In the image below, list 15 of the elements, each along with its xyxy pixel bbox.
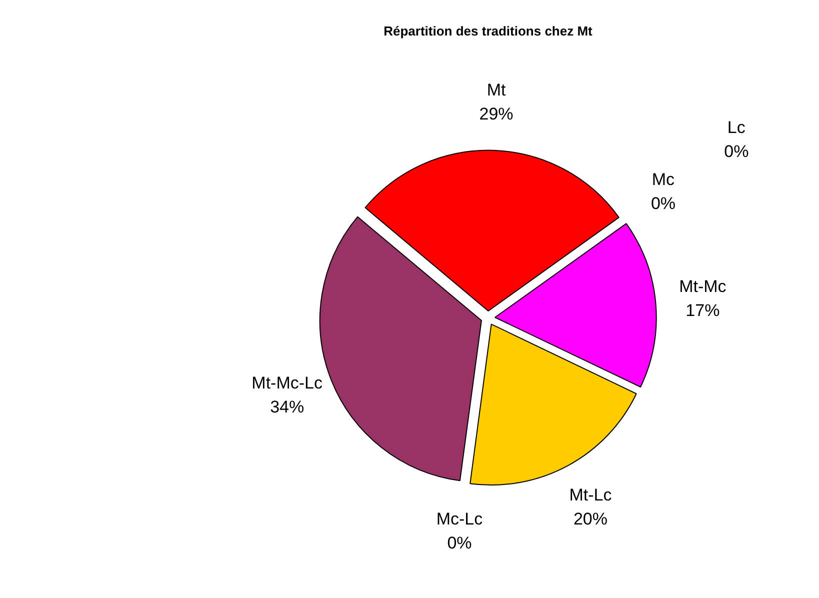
chart-title: Répartition des traditions chez Mt [384, 24, 594, 39]
data-label: 17% [686, 300, 720, 320]
slice-label: Mt-Mc-Lc [252, 374, 323, 393]
text: 0% [724, 142, 749, 161]
slice-label: Mt-Lc [569, 485, 612, 504]
text: 0% [447, 533, 472, 552]
data-label: 20% [573, 509, 608, 528]
category-label: Mc [652, 170, 675, 190]
text: 0% [650, 194, 676, 214]
slice-label: Mt-Mc [679, 276, 727, 296]
data-label: 34% [270, 398, 304, 417]
category-label: Mc-Lc [436, 509, 483, 528]
data-label: 29% [479, 104, 514, 124]
slice-label: Mt [486, 80, 506, 100]
category-label: Lc [727, 118, 746, 137]
